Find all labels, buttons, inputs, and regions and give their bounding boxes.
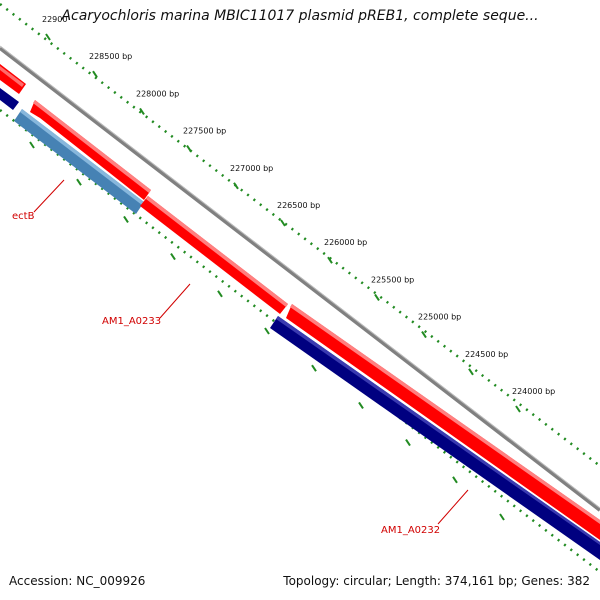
gene-label-AM1_A0233[interactable]: AM1_A0233 — [102, 316, 161, 327]
AM1_A0233-connector — [159, 283, 191, 319]
inner-tick-mark — [76, 178, 82, 186]
inner-tick-mark — [29, 141, 35, 149]
tick-label: 224500 bp — [465, 350, 508, 359]
tick-label: 226500 bp — [277, 201, 320, 210]
ectB-connector — [33, 179, 65, 213]
tick-label: 227500 bp — [183, 127, 226, 136]
outer-tick-ring — [0, 3, 600, 467]
gene-6[interactable] — [270, 316, 600, 560]
gene-5[interactable] — [286, 304, 600, 540]
outer-tick-mark — [233, 182, 239, 190]
outer-tick-mark — [374, 293, 380, 301]
outer-tick-mark — [92, 70, 98, 78]
tick-label: 226000 bp — [324, 238, 367, 247]
gene-label-AM1_A0232[interactable]: AM1_A0232 — [381, 525, 440, 536]
inner-tick-mark — [311, 364, 317, 372]
inner-tick-mark — [452, 476, 458, 484]
outer-tick-mark — [139, 107, 145, 115]
outer-tick-mark — [280, 219, 286, 227]
map-title: Acaryochloris marina MBIC11017 plasmid p… — [61, 8, 539, 24]
outer-ticks — [45, 33, 521, 413]
inner-tick-mark — [217, 290, 223, 298]
outer-tick-mark — [421, 331, 427, 339]
outer-tick-mark — [327, 256, 333, 264]
gene-0[interactable] — [0, 64, 26, 94]
gene-3[interactable] — [30, 100, 151, 200]
outer-tick-mark — [468, 368, 474, 376]
tick-label: 228500 bp — [89, 52, 132, 61]
inner-tick-mark — [123, 215, 129, 223]
inner-tick-mark — [170, 253, 176, 261]
inner-tick-mark — [264, 327, 270, 335]
outer-tick-mark — [186, 145, 192, 153]
tick-label: 225000 bp — [418, 313, 461, 322]
backbone-highlight — [0, 45, 600, 509]
gene-1[interactable] — [0, 88, 19, 110]
inner-tick-mark — [358, 401, 364, 409]
AM1_A0232-connector — [437, 489, 469, 525]
gene-4[interactable] — [140, 196, 288, 314]
tick-label: 225500 bp — [371, 275, 414, 284]
backbone-line — [0, 46, 600, 512]
gene-2[interactable] — [14, 109, 144, 214]
genome-summary: Topology: circular; Length: 374,161 bp; … — [283, 574, 590, 588]
gene-label-ectB[interactable]: ectB — [12, 211, 35, 222]
outer-tick-mark — [515, 405, 521, 413]
inner-tick-mark — [499, 513, 505, 521]
inner-ticks — [29, 141, 505, 521]
tick-label: 22900 — [42, 15, 67, 24]
tick-label: 224000 bp — [512, 387, 555, 396]
tick-label: 228000 bp — [136, 89, 179, 98]
accession-text: Accession: NC_009926 — [9, 574, 146, 588]
inner-tick-mark — [405, 439, 411, 447]
tick-labels: 22900 228500 bp 228000 bp 227500 bp 227000 b… — [42, 15, 555, 396]
tick-label: 227000 bp — [230, 164, 273, 173]
outer-tick-mark — [45, 33, 51, 41]
